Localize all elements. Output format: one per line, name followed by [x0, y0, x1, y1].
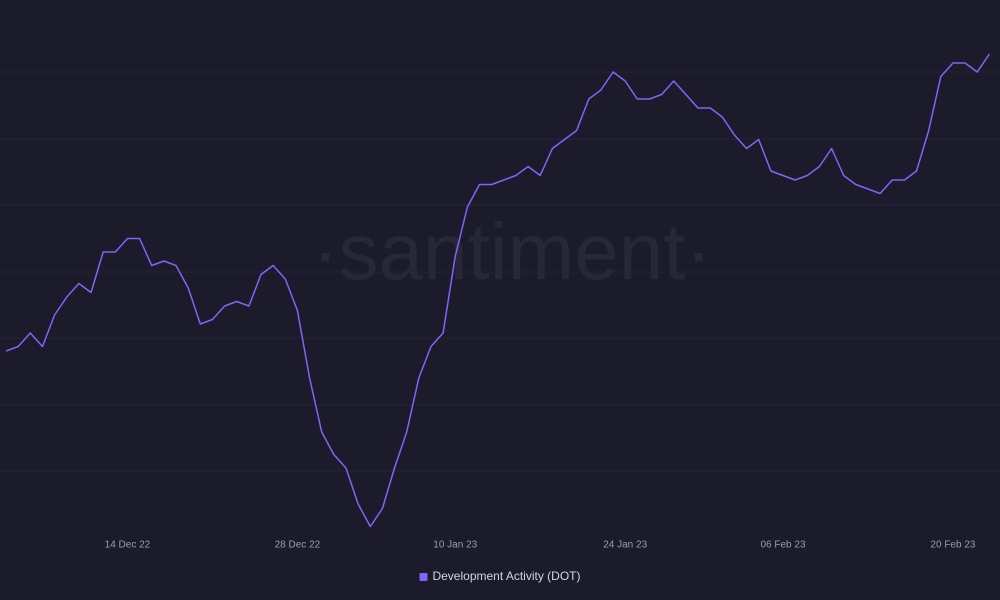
- series-line: [5, 53, 991, 528]
- legend-label: Development Activity (DOT): [432, 569, 580, 583]
- x-tick-label: 10 Jan 23: [433, 540, 477, 551]
- legend-swatch: [419, 573, 428, 581]
- x-tick-label: 24 Jan 23: [603, 540, 647, 551]
- x-tick-label: 28 Dec 22: [275, 540, 321, 551]
- x-tick-label: 14 Dec 22: [105, 540, 151, 551]
- x-tick-label: 06 Feb 23: [760, 540, 805, 551]
- grid: [0, 71, 1000, 472]
- watermark: ·santiment·: [312, 207, 712, 296]
- x-tick-label: 20 Feb 23: [930, 540, 975, 551]
